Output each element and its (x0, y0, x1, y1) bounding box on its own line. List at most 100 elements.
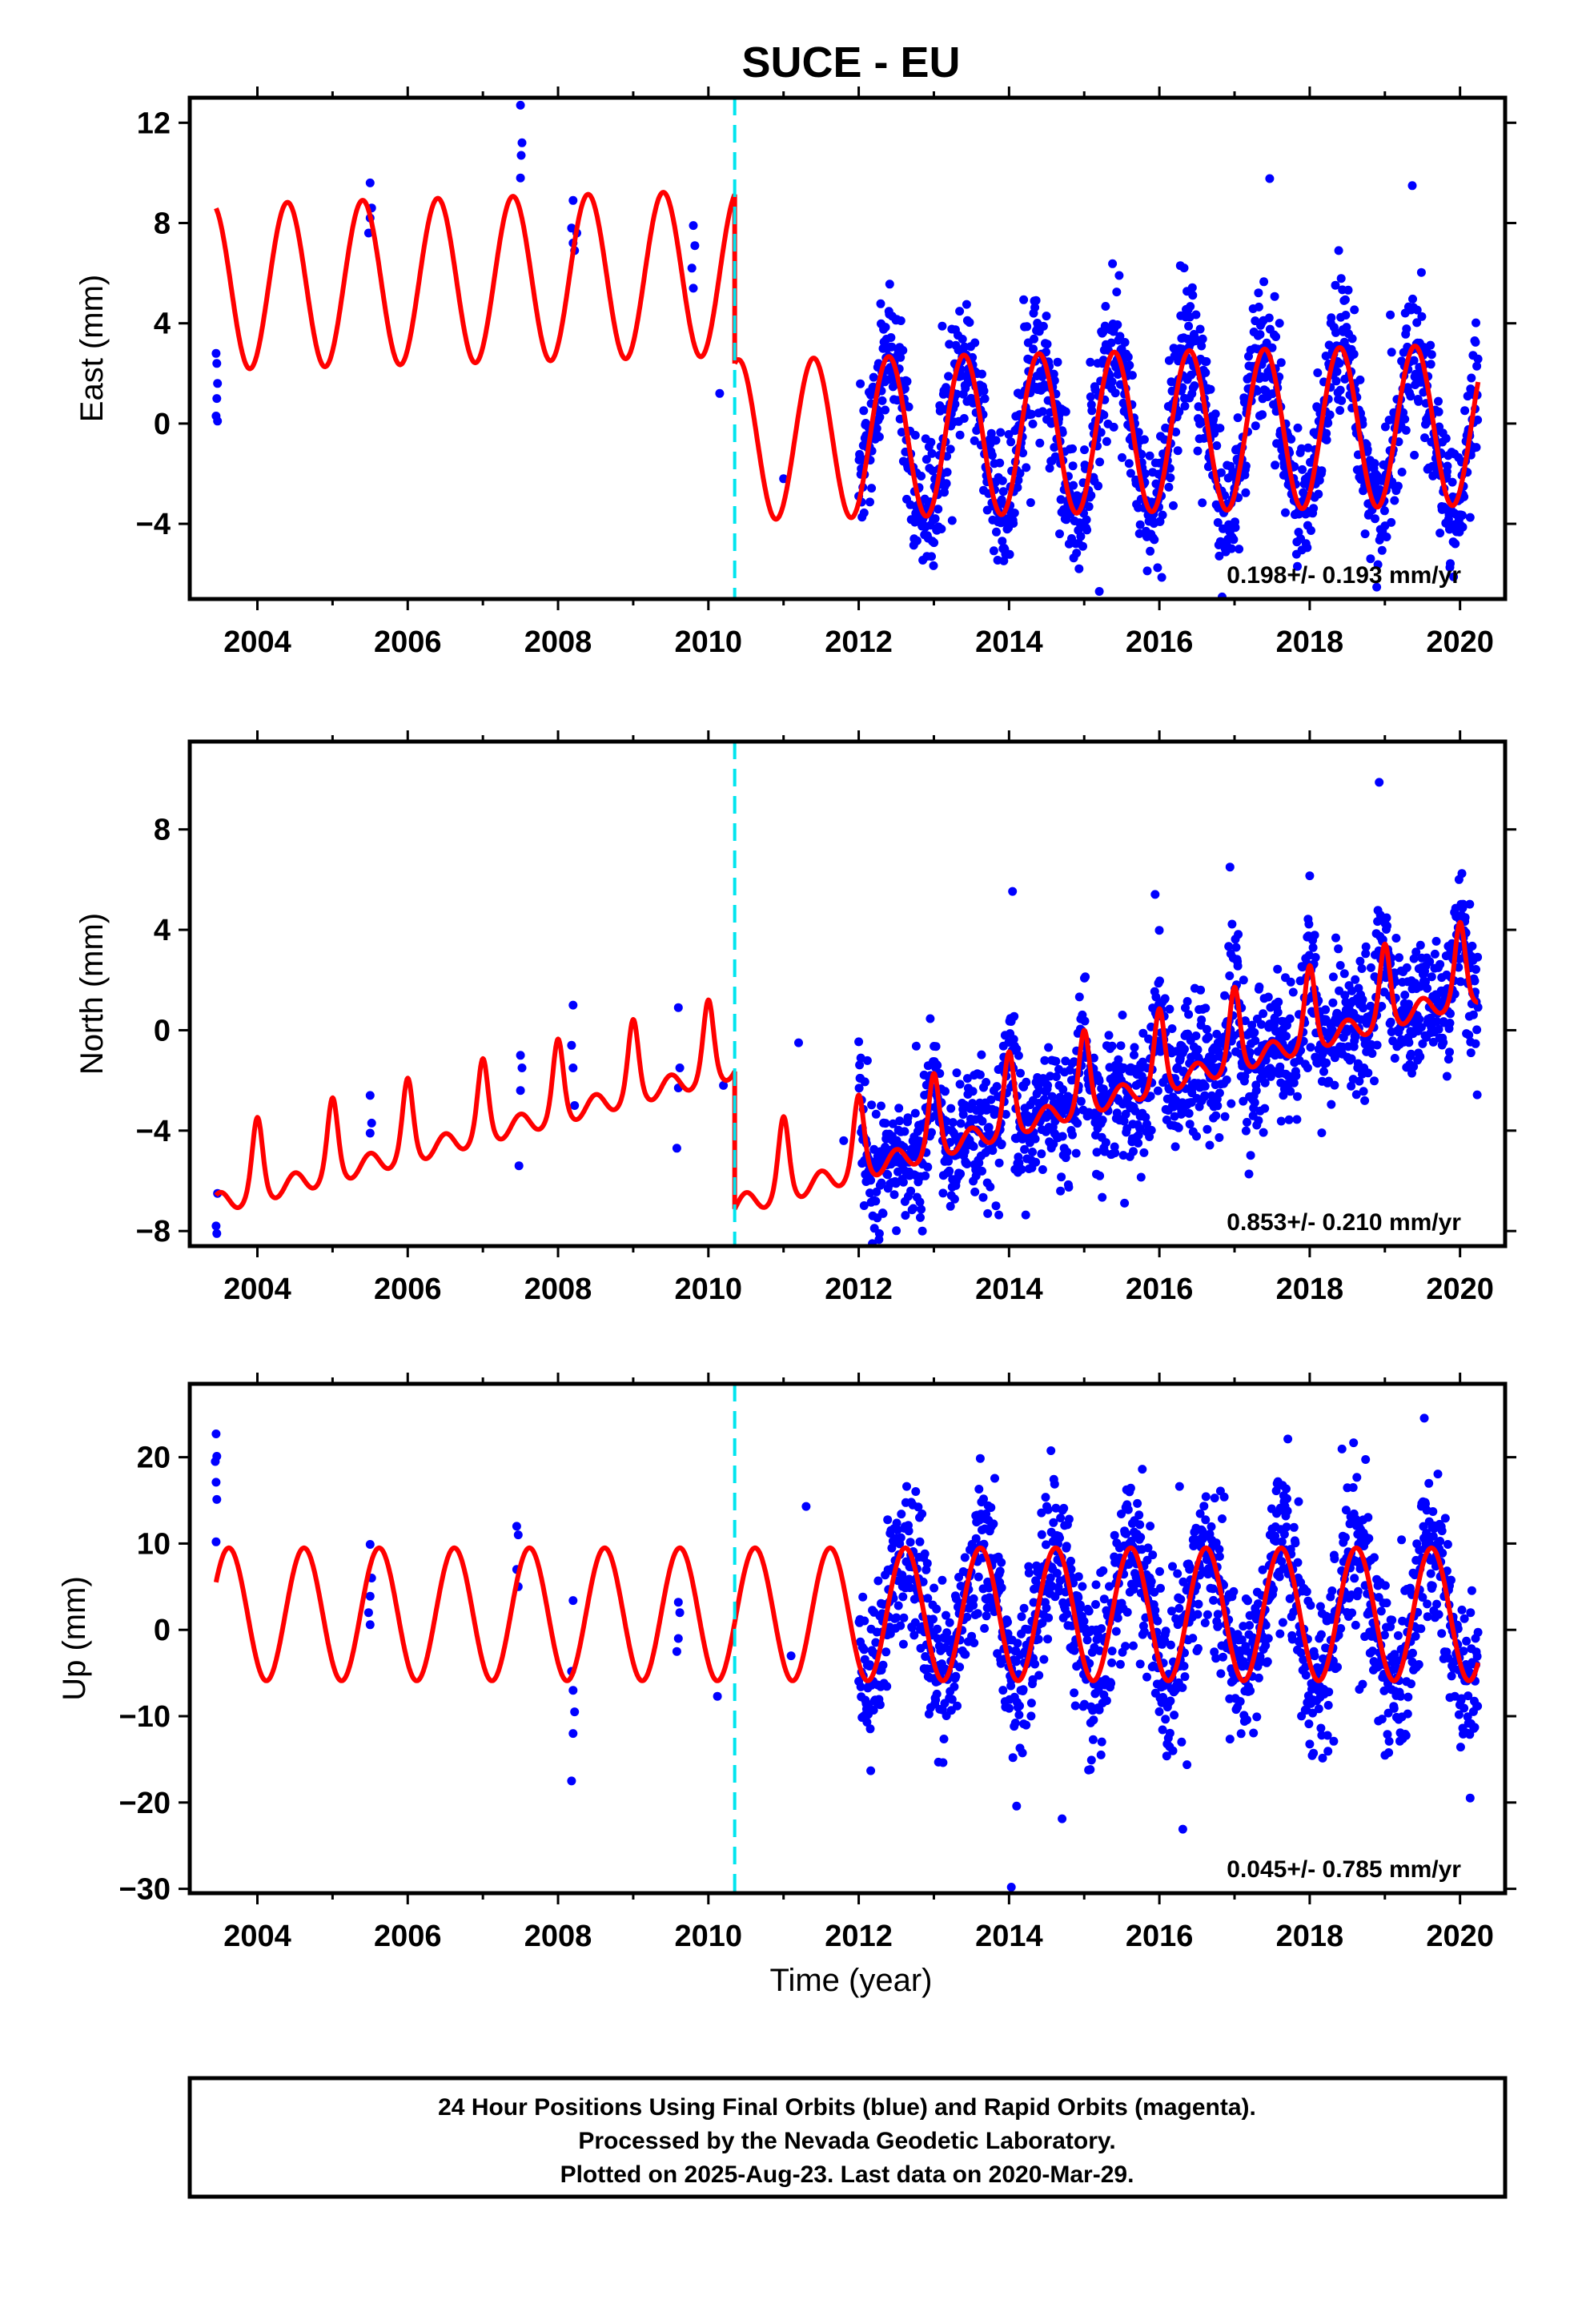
up-point (1246, 1686, 1255, 1695)
up-point (1022, 1720, 1031, 1730)
east-point (1435, 529, 1445, 538)
up-x-tick-label: 2018 (1276, 1920, 1344, 1953)
north-point (1116, 1041, 1126, 1051)
up-point (1261, 1641, 1271, 1651)
north-point (1308, 943, 1318, 952)
north-point (568, 1063, 578, 1072)
up-point (675, 1608, 685, 1618)
up-point (1243, 1596, 1252, 1606)
up-point (1123, 1505, 1133, 1514)
north-point (1250, 1098, 1259, 1108)
up-point (939, 1735, 949, 1743)
east-point (1028, 419, 1038, 428)
north-point (866, 1176, 876, 1185)
up-point (1337, 1444, 1347, 1454)
east-point (213, 416, 223, 426)
north-point (1016, 1068, 1025, 1078)
east-point (1042, 340, 1052, 349)
up-point (568, 1729, 578, 1739)
up-point (1005, 1703, 1014, 1713)
east-point (1443, 461, 1452, 471)
up-x-tick-label: 2012 (825, 1920, 893, 1953)
east-point (1193, 446, 1203, 456)
north-point (945, 1166, 954, 1176)
up-point (892, 1518, 901, 1528)
north-point (1031, 1157, 1041, 1167)
north-point (1321, 1015, 1331, 1024)
up-point (1110, 1530, 1119, 1540)
up-point (945, 1618, 954, 1627)
east-point (1426, 360, 1435, 369)
up-point (1432, 1599, 1441, 1609)
up-point (1464, 1691, 1473, 1701)
north-point (1415, 940, 1425, 950)
east-point (1127, 371, 1137, 380)
east-point (1078, 541, 1087, 551)
up-point (1225, 1735, 1235, 1744)
east-point (885, 279, 894, 289)
east-point (1166, 473, 1175, 483)
north-point (1197, 1015, 1207, 1024)
north-point (1201, 1003, 1211, 1013)
east-point (1287, 434, 1296, 444)
up-point (1401, 1731, 1411, 1740)
north-point (1375, 778, 1384, 787)
up-point (975, 1454, 985, 1463)
north-point (1150, 890, 1160, 899)
up-x-tick-label: 2020 (1426, 1920, 1494, 1953)
east-point (1108, 259, 1118, 268)
north-point (672, 1144, 681, 1153)
up-point (1428, 1531, 1438, 1541)
up-point (1121, 1642, 1130, 1651)
north-x-tick-label: 2020 (1426, 1273, 1494, 1306)
up-point (962, 1612, 972, 1622)
up-rate-label: 0.045+/- 0.785 mm/yr (1227, 1856, 1461, 1883)
up-point (1208, 1584, 1218, 1594)
up-point (1349, 1438, 1359, 1448)
north-point (1071, 1148, 1081, 1158)
north-point (1241, 1126, 1251, 1136)
up-point (1194, 1644, 1203, 1653)
east-point (1293, 423, 1303, 432)
north-point (974, 1158, 984, 1168)
north-y-tick-label: −8 (136, 1215, 171, 1248)
east-point (1317, 466, 1327, 476)
east-point (934, 505, 943, 514)
up-point (998, 1686, 1008, 1695)
north-point (1328, 972, 1338, 982)
east-point (1407, 181, 1417, 191)
up-point (1340, 1533, 1350, 1542)
up-point (1470, 1723, 1480, 1732)
east-point (1254, 302, 1263, 312)
north-point (894, 1104, 904, 1113)
north-point (1092, 1148, 1102, 1157)
east-point (516, 100, 525, 110)
east-point (1373, 560, 1383, 569)
up-point (865, 1724, 875, 1734)
panels: 2004 2006 2008 2010 2012 2014 2016 2018 20201284… (57, 86, 1516, 1953)
east-point (1080, 445, 1089, 455)
up-point (973, 1609, 982, 1618)
north-point (1468, 1010, 1478, 1019)
east-point (1022, 463, 1031, 472)
north-point (1081, 972, 1090, 982)
east-point (1460, 492, 1469, 501)
north-point (1445, 1047, 1454, 1057)
east-point (1255, 330, 1265, 340)
up-point (1275, 1572, 1284, 1582)
north-point (1330, 1080, 1339, 1090)
north-point (1094, 1076, 1104, 1086)
north-y-tick-label: 8 (154, 814, 171, 847)
north-point (1283, 1020, 1291, 1030)
up-point (862, 1718, 872, 1727)
up-point (1024, 1562, 1034, 1571)
up-point (1134, 1510, 1144, 1520)
up-point (953, 1701, 962, 1711)
up-point (1059, 1503, 1069, 1513)
up-point (982, 1603, 992, 1613)
east-point (1139, 435, 1149, 444)
north-point (1243, 1117, 1251, 1127)
north-point (1134, 1131, 1143, 1140)
up-point (1229, 1586, 1239, 1596)
east-point (1449, 572, 1459, 581)
